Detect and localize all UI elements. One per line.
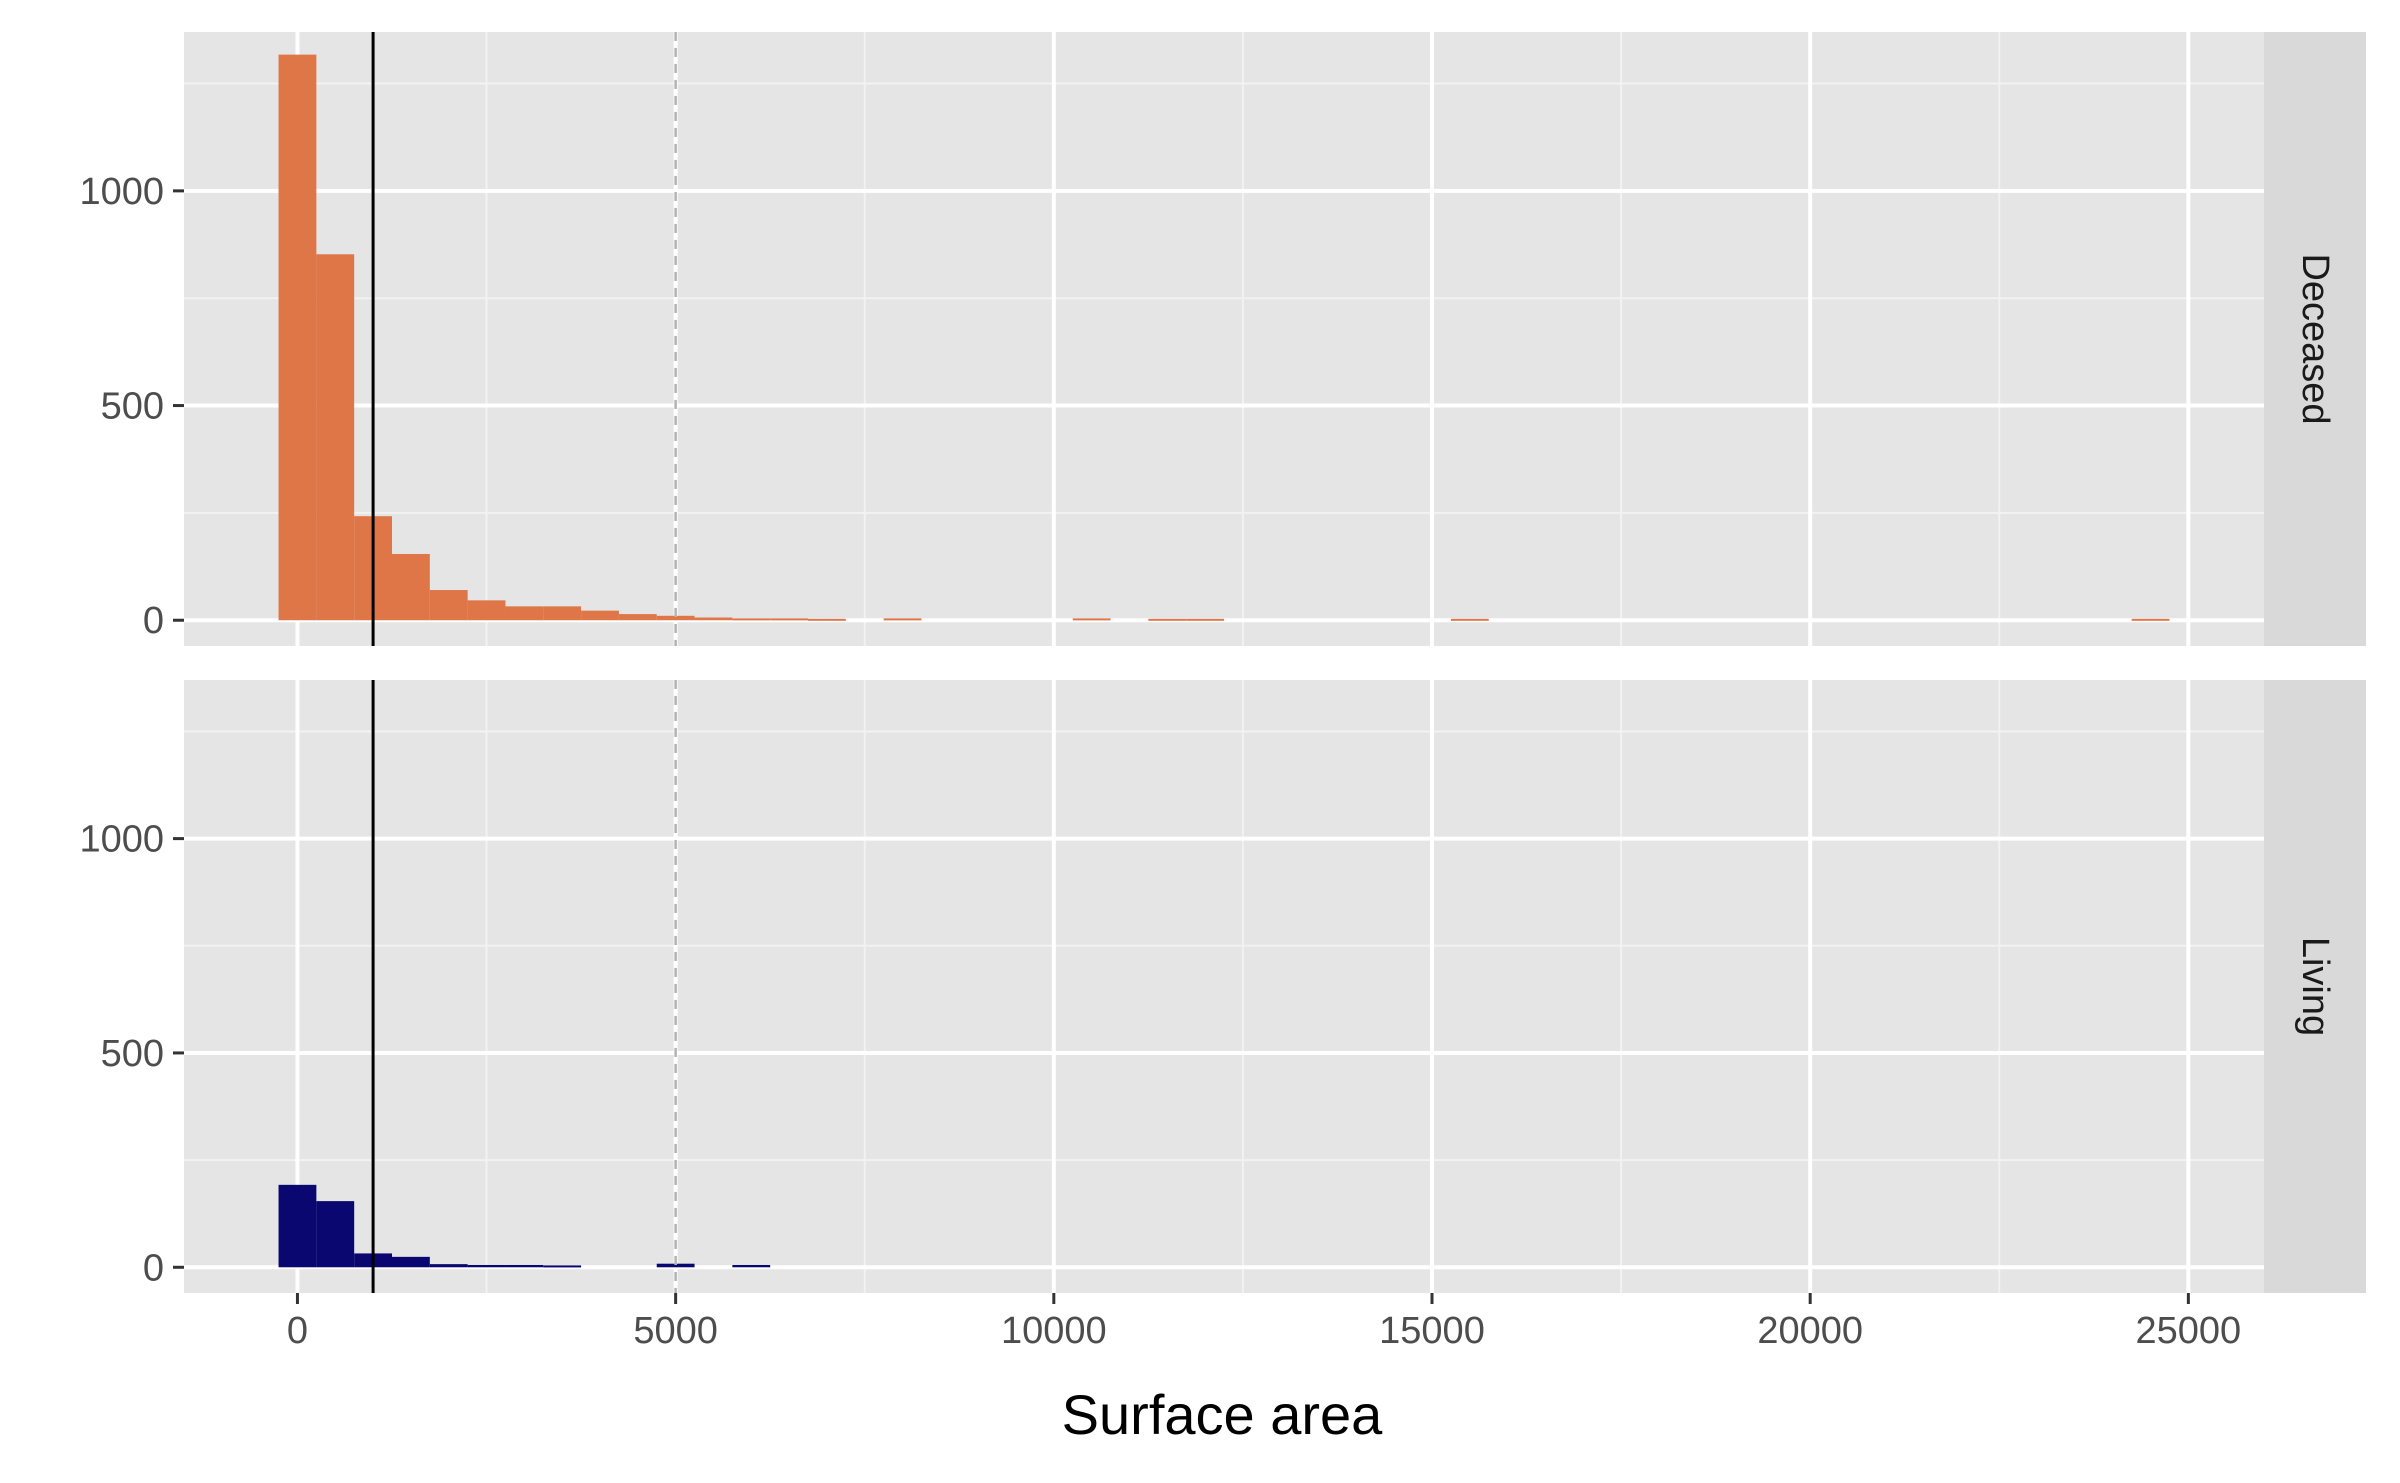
x-tick-label: 15000 [1379,1310,1485,1352]
histogram-bar [543,606,582,621]
histogram-bar [732,618,771,621]
y-tick-label: 0 [143,600,164,642]
histogram-bar [1072,618,1111,621]
histogram-bar [543,1265,582,1268]
facet-panel-deceased: 0 500 1000 Deceased [79,32,2366,646]
histogram-bars [278,1184,771,1268]
x-tick-label: 20000 [1757,1310,1863,1352]
histogram-bar [732,1264,771,1268]
y-tick-label: 500 [101,386,164,428]
histogram-bar [694,617,733,621]
panels: 0 500 1000 Deceased 0 500 1000 Living [79,32,2366,1293]
histogram-bar [2131,618,2170,621]
x-tick-label: 0 [287,1310,308,1352]
histogram-bar [808,618,846,621]
histogram-bar [467,1264,506,1268]
histogram-bar [278,54,317,621]
histogram-bar [656,615,695,621]
histogram-bar [429,1264,468,1268]
facet-strip-label: Living [2294,937,2336,1036]
histogram-bar [392,553,430,621]
x-tick-label: 25000 [2136,1310,2242,1352]
x-axis: 0 5000 10000 15000 20000 25000 [287,1293,2241,1352]
facet-panel-living: 0 500 1000 Living [79,680,2366,1293]
panel-background [184,680,2264,1293]
facet-strip [2264,32,2366,646]
histogram-bar [505,1264,544,1268]
facet-strip-label: Deceased [2294,253,2336,424]
histogram-bar [618,614,657,621]
y-tick-label: 0 [143,1247,164,1289]
histogram-bar [316,254,355,621]
histogram-bar [581,610,619,621]
histogram-bar [1148,618,1187,621]
facet-strip [2264,680,2366,1293]
histogram-bar [656,1263,695,1268]
y-tick-label: 500 [101,1033,164,1075]
x-tick-label: 10000 [1001,1310,1107,1352]
histogram-bar [467,600,506,621]
histogram-bar [278,1184,317,1268]
x-axis-title: Surface area [1062,1383,1383,1446]
histogram-bar [770,618,808,621]
histogram-bar [505,606,544,621]
y-tick-label: 1000 [79,819,164,861]
histogram-bar [316,1201,355,1268]
histogram-bar [1186,618,1224,621]
histogram-bar [883,618,922,621]
panel-background [184,32,2264,646]
histogram-bar [429,590,468,621]
y-tick-label: 1000 [79,171,164,213]
x-tick-label: 5000 [633,1310,718,1352]
histogram-bar [1450,618,1489,621]
histogram-bar [392,1256,430,1268]
